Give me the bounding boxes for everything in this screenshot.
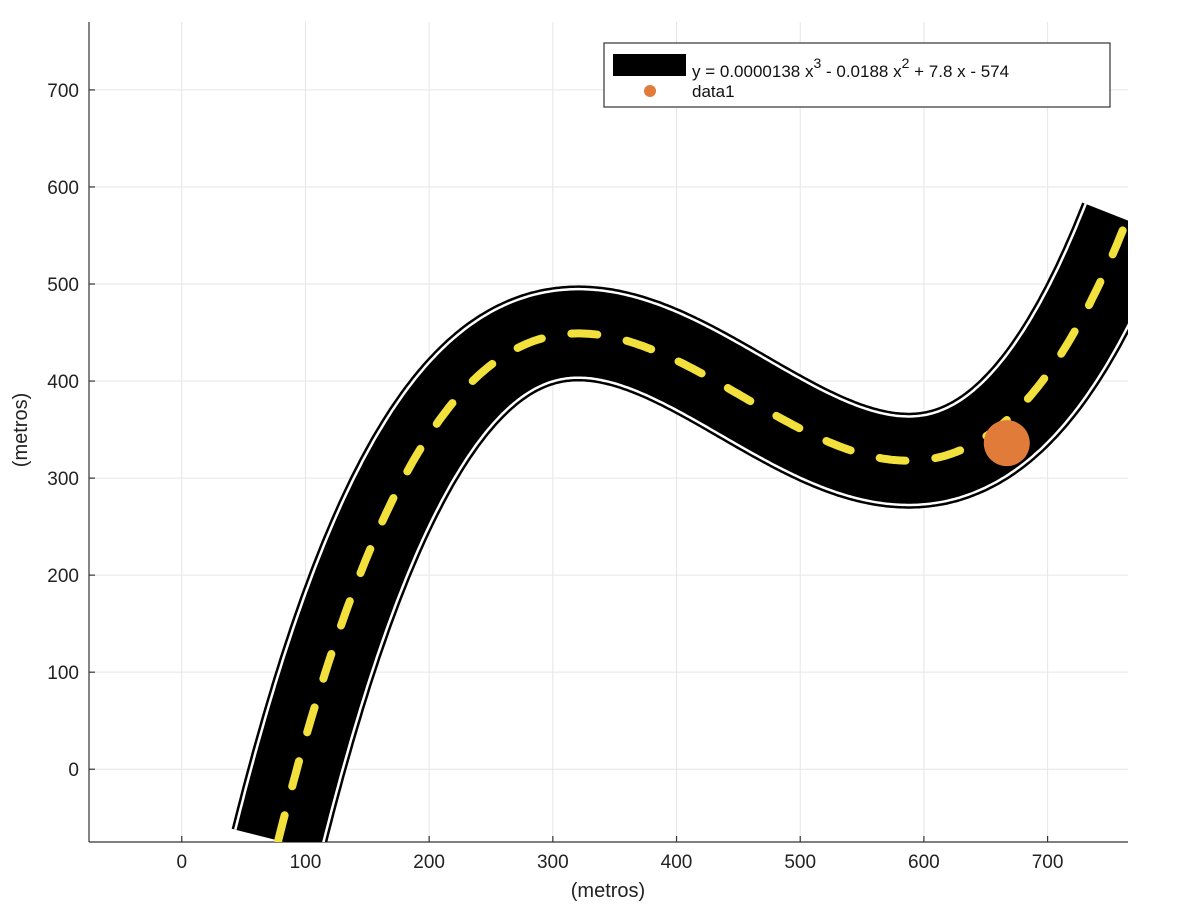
y-tick-label: 300: [47, 469, 79, 490]
y-tick-label: 500: [47, 275, 79, 296]
data1-series: [983, 420, 1030, 467]
x-tick-label: 0: [176, 852, 187, 873]
data1-point: [983, 420, 1030, 467]
y-tick-label: 0: [68, 760, 79, 781]
x-tick-label: 600: [908, 852, 940, 873]
y-tick-label: 100: [47, 663, 79, 684]
y-tick-label: 200: [47, 566, 79, 587]
x-tick-label: 700: [1032, 852, 1064, 873]
x-tick-label: 500: [784, 852, 816, 873]
legend: y = 0.0000138 x3 - 0.0188 x2 + 7.8 x - 5…: [603, 42, 1111, 108]
road-series: [231, 178, 1128, 842]
y-tick-label: 600: [47, 178, 79, 199]
x-axis-label: (metros): [571, 880, 645, 902]
y-tick-label: 400: [47, 372, 79, 393]
legend-road-part3: + 7.8 x - 574: [909, 62, 1009, 81]
legend-road-sup2: 2: [902, 55, 910, 71]
road-surface: [236, 183, 1128, 842]
x-tick-label: 300: [537, 852, 569, 873]
legend-road-sup1: 3: [813, 55, 821, 71]
x-tick-label: 100: [290, 852, 322, 873]
y-axis-label: (metros): [10, 393, 32, 467]
legend-road-part2: - 0.0188 x: [821, 62, 902, 81]
x-tick-label: 400: [661, 852, 693, 873]
legend-road-swatch: [613, 54, 686, 76]
legend-data1-marker: [644, 85, 656, 97]
x-tick-label: 200: [413, 852, 445, 873]
legend-entry-data1: data1: [692, 82, 735, 101]
legend-road-part1: y = 0.0000138 x: [692, 62, 814, 81]
axes: [88, 22, 1128, 843]
legend-box: [603, 42, 1111, 108]
y-tick-label: 700: [47, 81, 79, 102]
tick-labels: 0 100 200 300 400 500 600 700 0 100 200 300 400 500 60…: [47, 81, 1063, 873]
legend-entry-road: y = 0.0000138 x3 - 0.0188 x2 + 7.8 x - 5…: [692, 55, 1009, 81]
